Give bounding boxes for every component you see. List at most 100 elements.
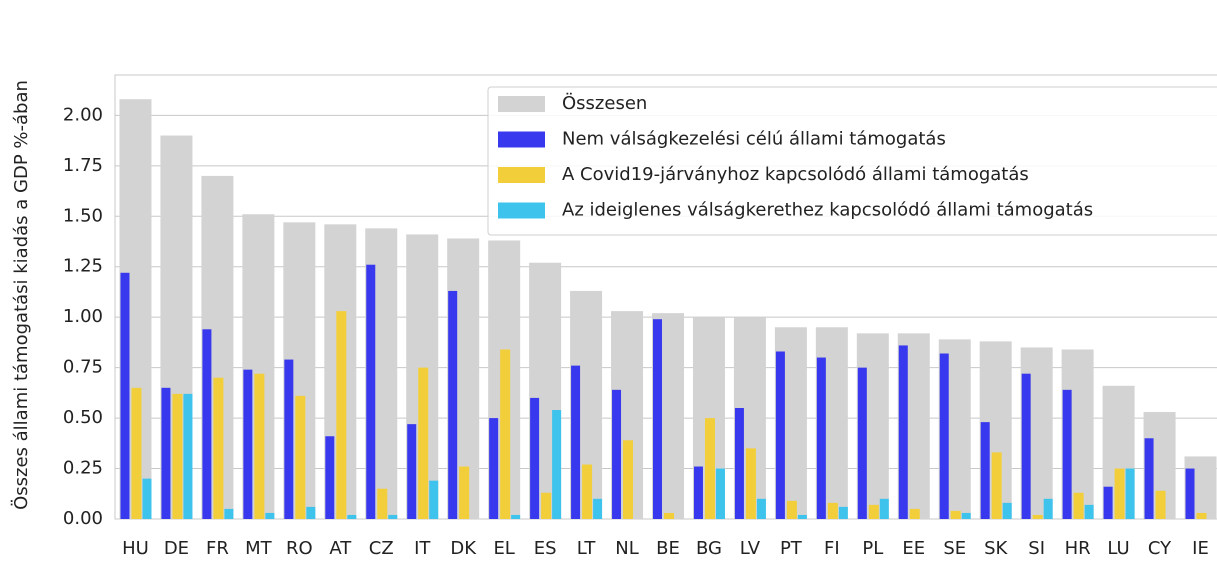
bar <box>816 357 826 519</box>
bar <box>593 498 603 519</box>
bar <box>734 408 744 519</box>
bar <box>745 448 756 519</box>
y-tick-label: 2.00 <box>63 104 103 125</box>
x-tick-label: HR <box>1065 538 1091 559</box>
bar <box>172 393 183 519</box>
x-tick-label: EL <box>493 538 514 559</box>
legend-swatch <box>498 131 545 148</box>
bar <box>213 377 224 519</box>
legend-label: Nem válságkezelési célú állami támogatás <box>562 129 946 150</box>
bar <box>879 498 889 519</box>
bar <box>898 345 908 519</box>
legend-swatch <box>498 96 545 112</box>
bar <box>243 369 253 519</box>
y-tick-label: 0.00 <box>63 508 103 529</box>
x-tick-label: LU <box>1107 538 1129 559</box>
legend-box <box>487 86 1217 236</box>
bar <box>623 440 634 519</box>
bar <box>1155 490 1166 519</box>
y-tick-label: 1.25 <box>63 256 103 277</box>
x-tick-label: IT <box>414 538 431 559</box>
bar <box>541 492 552 519</box>
bar <box>980 422 990 519</box>
bar <box>459 466 470 519</box>
bar <box>265 512 275 519</box>
bar <box>142 478 152 519</box>
bar <box>418 367 429 519</box>
bar <box>1073 492 1084 519</box>
y-tick-label: 0.25 <box>63 458 103 479</box>
bar <box>254 373 265 519</box>
bar <box>1185 468 1195 519</box>
bar <box>500 349 511 519</box>
y-tick-label: 1.50 <box>63 205 103 226</box>
x-tick-label: EE <box>902 538 925 559</box>
x-tick-label: FI <box>824 538 840 559</box>
bar <box>571 365 581 519</box>
bar <box>552 410 562 519</box>
bar <box>939 353 949 519</box>
x-tick-label: DK <box>450 538 477 559</box>
x-tick-label: SE <box>943 538 966 559</box>
x-tick-label: RO <box>286 538 313 559</box>
bar <box>756 498 766 519</box>
x-tick-label: LV <box>740 538 761 559</box>
x-tick-label: BE <box>656 538 680 559</box>
bar <box>715 468 725 519</box>
bar <box>120 272 130 519</box>
bar <box>1032 514 1043 519</box>
x-tick-label: SK <box>984 538 1008 559</box>
bar <box>582 464 593 519</box>
legend-label: Az ideiglenes válságkerethez kapcsolódó … <box>562 200 1093 221</box>
bar <box>950 510 961 519</box>
bar <box>1144 438 1154 519</box>
bar <box>775 351 785 519</box>
y-tick-label: 1.00 <box>63 306 103 327</box>
bar <box>838 506 848 519</box>
x-tick-label: PT <box>780 538 803 559</box>
bar <box>653 319 662 519</box>
bar <box>284 359 294 519</box>
bar <box>429 480 439 519</box>
bar <box>224 508 234 519</box>
bar <box>511 514 521 519</box>
y-tick-label: 0.75 <box>63 357 103 378</box>
bar <box>1062 389 1072 519</box>
bar <box>1125 468 1135 519</box>
bar <box>868 504 879 519</box>
bar <box>664 512 674 519</box>
x-tick-label: NL <box>615 538 639 559</box>
x-tick-label: ES <box>534 538 557 559</box>
x-tick-label: AT <box>329 538 352 559</box>
x-tick-label: SI <box>1028 538 1045 559</box>
bar <box>388 514 398 519</box>
bar <box>704 418 715 519</box>
legend-label: Összesen <box>562 92 647 114</box>
bar <box>131 387 142 519</box>
y-axis-label: Összes állami támogatási kiadás a GDP %-… <box>10 80 32 510</box>
x-tick-label: IE <box>1192 538 1209 559</box>
bar <box>306 506 316 519</box>
bar <box>407 424 417 519</box>
bar <box>612 389 622 519</box>
bar <box>1103 486 1113 519</box>
bar <box>857 367 867 519</box>
bar <box>827 502 838 519</box>
x-tick-label: PL <box>862 538 883 559</box>
x-tick-label: LT <box>577 538 597 559</box>
legend-swatch <box>498 167 545 183</box>
x-tick-label: CZ <box>369 538 394 559</box>
bar <box>202 329 212 519</box>
bar <box>347 514 357 519</box>
y-tick-label: 0.50 <box>63 407 103 428</box>
x-tick-label: HU <box>122 538 149 559</box>
bar <box>693 466 703 519</box>
x-tick-label: CY <box>1148 538 1172 559</box>
bar <box>991 452 1002 519</box>
bar <box>909 508 920 519</box>
bar <box>1021 373 1031 519</box>
bar <box>183 393 193 519</box>
bar <box>961 512 971 519</box>
bar <box>530 397 540 519</box>
